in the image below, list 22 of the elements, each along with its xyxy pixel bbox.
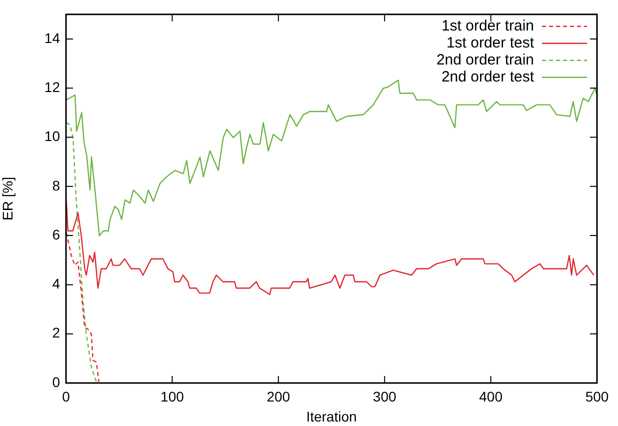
y-tick-label: 10 <box>44 128 60 144</box>
y-tick-label: 0 <box>52 374 60 390</box>
x-tick-label: 400 <box>479 388 503 404</box>
x-tick-label: 0 <box>62 388 70 404</box>
line-series <box>66 232 100 382</box>
y-tick-label: 2 <box>52 324 60 341</box>
x-tick-label: 100 <box>160 388 184 404</box>
y-tick-label: 8 <box>52 177 60 194</box>
y-tick-label: 4 <box>52 276 60 292</box>
y-tick-label: 12 <box>44 78 60 95</box>
legend-label: 2nd order train <box>436 52 534 69</box>
x-tick-label: 200 <box>266 388 290 404</box>
line-series <box>66 122 97 382</box>
x-tick-label: 300 <box>372 388 396 404</box>
x-tick-label: 500 <box>585 388 609 404</box>
y-axis-title: ER [%] <box>0 176 16 220</box>
y-tick-label: 14 <box>44 30 60 46</box>
x-axis-title: Iteration <box>306 408 357 424</box>
legend-label: 1st order test <box>446 34 535 52</box>
legend-label: 1st order train <box>441 18 534 35</box>
y-tick-label: 6 <box>52 226 60 242</box>
legend-label: 2nd order test <box>441 68 535 86</box>
